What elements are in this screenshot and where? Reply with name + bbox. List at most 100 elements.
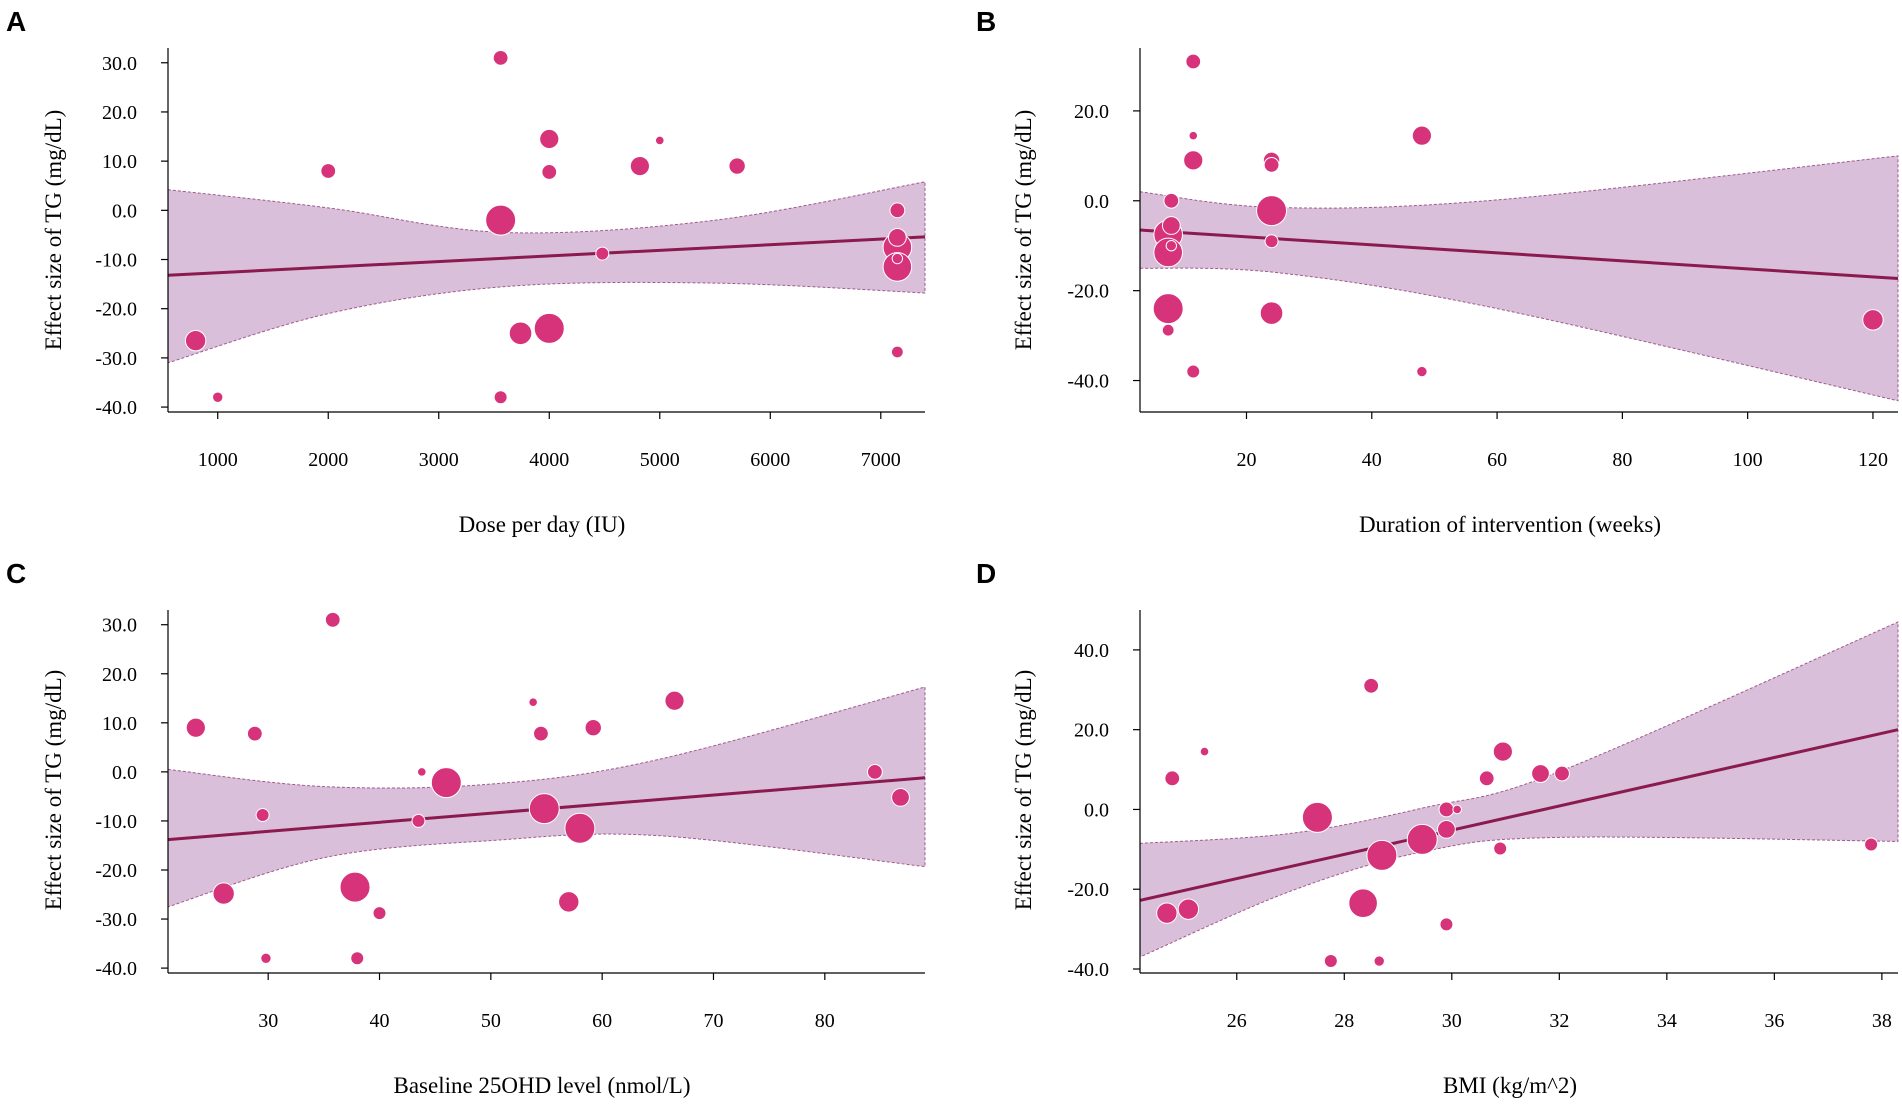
y-tick-label: 20.0 [102, 664, 137, 686]
data-point [1161, 216, 1181, 235]
x-axis-title: BMI (kg/m^2) [1443, 1073, 1577, 1098]
data-point [1437, 819, 1456, 839]
x-tick-label: 80 [1612, 449, 1632, 471]
x-tick-label: 30 [258, 1010, 278, 1032]
data-point [1478, 770, 1495, 787]
y-tick-label: -10.0 [95, 250, 137, 272]
data-point [1864, 837, 1879, 852]
y-tick-label: -20.0 [95, 860, 137, 882]
y-tick-label: -40.0 [1067, 371, 1109, 393]
x-tick-label: 7000 [861, 449, 901, 471]
y-tick-label: -40.0 [95, 958, 137, 980]
data-point [1256, 195, 1288, 227]
y-tick-label: 0.0 [112, 200, 137, 222]
data-point [1438, 801, 1455, 818]
data-point [1259, 301, 1284, 325]
x-tick-label: 1000 [198, 449, 238, 471]
data-point [430, 767, 462, 799]
panel-letter: B [976, 6, 996, 37]
x-tick-label: 4000 [529, 449, 569, 471]
y-axis-title: Effect size of TG (mg/dL) [1011, 670, 1036, 911]
x-tick-label: 34 [1657, 1010, 1677, 1032]
data-point [889, 202, 906, 219]
y-tick-label: -20.0 [1067, 879, 1109, 901]
x-tick-label: 6000 [750, 449, 790, 471]
panel-c: C Baseline 25OHD level (nmol/L) Effect s… [6, 558, 926, 1098]
data-point [185, 717, 206, 738]
panel-d: D BMI (kg/m^2) Effect size of TG (mg/dL)… [976, 558, 1899, 1098]
y-tick-label: 0.0 [1084, 191, 1109, 213]
data-point [1416, 365, 1428, 378]
data-point [324, 611, 341, 628]
y-tick-label: -20.0 [1067, 281, 1109, 303]
x-tick-label: 50 [481, 1010, 501, 1032]
x-tick-label: 40 [370, 1010, 390, 1032]
x-tick-label: 120 [1858, 449, 1888, 471]
data-point [564, 812, 596, 844]
x-tick-label: 36 [1764, 1010, 1784, 1032]
x-tick-label: 100 [1733, 449, 1763, 471]
data-point [339, 871, 371, 903]
data-point [1163, 192, 1180, 209]
data-point [1411, 125, 1433, 146]
data-point [867, 763, 883, 780]
y-tick-label: 30.0 [102, 53, 137, 75]
y-tick-label: -40.0 [1067, 959, 1109, 981]
y-axis-title: Effect size of TG (mg/dL) [41, 110, 66, 351]
data-point [1301, 801, 1333, 833]
y-tick-label: 40.0 [1074, 640, 1109, 662]
y-axis-title: Effect size of TG (mg/dL) [41, 670, 66, 911]
data-point [541, 164, 558, 180]
data-point [558, 891, 580, 913]
data-point [411, 813, 426, 828]
data-point [255, 808, 270, 823]
data-point [664, 690, 685, 711]
data-point [417, 767, 427, 777]
y-tick-label: -40.0 [95, 397, 137, 419]
data-point [539, 128, 560, 150]
data-point [1554, 765, 1570, 782]
y-tick-label: -30.0 [95, 909, 137, 931]
data-point [350, 951, 365, 966]
x-tick-label: 2000 [308, 449, 348, 471]
panel-b: B Duration of intervention (weeks) Effec… [976, 6, 1899, 537]
x-axis-title: Baseline 25OHD level (nmol/L) [393, 1073, 690, 1098]
y-tick-label: 10.0 [102, 713, 137, 735]
data-point [260, 952, 272, 964]
y-tick-label: 10.0 [102, 151, 137, 173]
data-point [1188, 130, 1199, 141]
data-point [1183, 150, 1204, 171]
x-tick-label: 26 [1227, 1010, 1247, 1032]
data-point [533, 725, 549, 742]
data-point [1862, 309, 1884, 331]
y-tick-label: -10.0 [95, 811, 137, 833]
data-point [246, 725, 263, 742]
x-tick-label: 30 [1442, 1010, 1462, 1032]
data-point [1348, 888, 1378, 918]
y-tick-label: 20.0 [1074, 101, 1109, 123]
data-point [1164, 770, 1181, 787]
data-point [1373, 955, 1385, 967]
data-point [1156, 902, 1178, 924]
data-point [1406, 823, 1438, 855]
data-point [1177, 898, 1200, 920]
data-point [528, 793, 560, 825]
data-point [1185, 53, 1202, 70]
data-point [882, 252, 913, 282]
data-point [1323, 954, 1338, 969]
data-point [654, 135, 665, 146]
data-point [492, 49, 509, 66]
data-point [1161, 323, 1175, 337]
x-axis-title: Dose per day (IU) [459, 512, 626, 537]
data-point [1531, 764, 1550, 783]
data-point [184, 329, 207, 352]
data-point [1199, 746, 1210, 757]
panel-letter: A [6, 6, 26, 37]
y-tick-label: 30.0 [102, 615, 137, 637]
y-axis-title: Effect size of TG (mg/dL) [1011, 110, 1036, 351]
data-point [890, 345, 904, 359]
confidence-band [167, 181, 926, 364]
x-tick-label: 60 [592, 1010, 612, 1032]
data-point [1493, 841, 1508, 856]
